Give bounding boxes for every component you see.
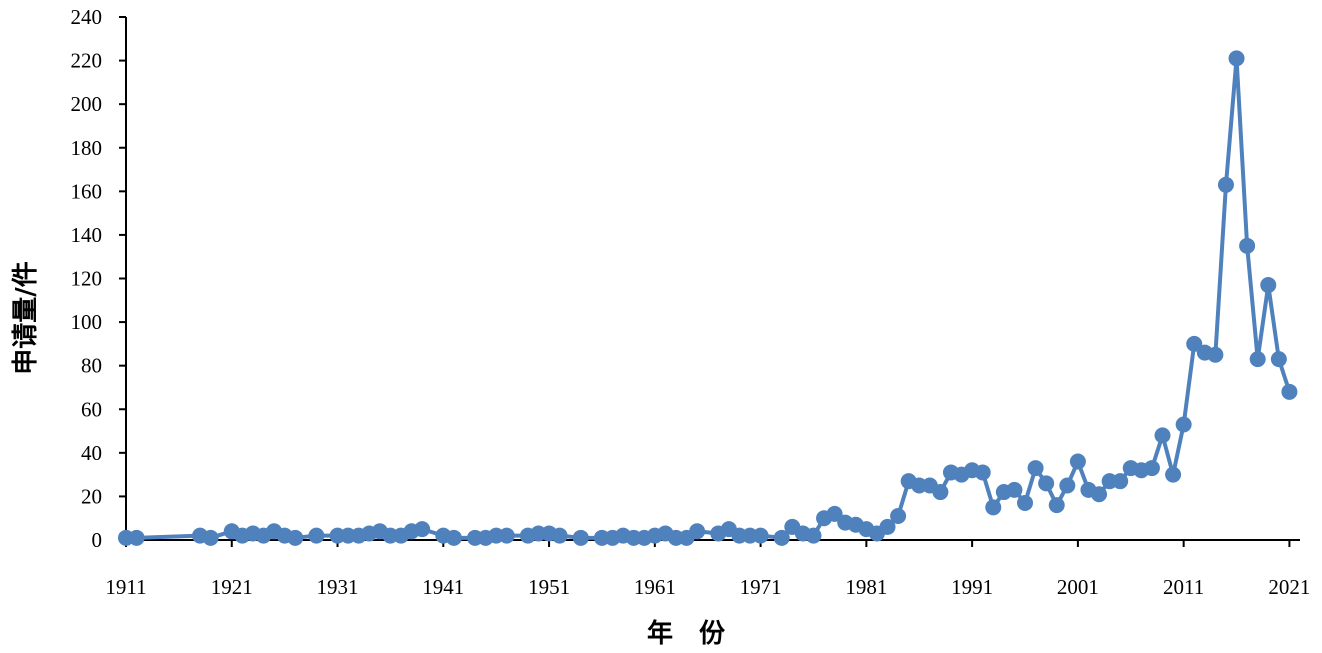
y-tick-label: 20	[81, 484, 102, 508]
data-point	[308, 527, 325, 544]
data-point	[1091, 486, 1108, 503]
data-point	[1260, 277, 1277, 294]
data-point	[826, 505, 843, 522]
data-point	[414, 521, 431, 538]
data-point	[879, 518, 896, 535]
x-tick-label: 2021	[1268, 575, 1310, 599]
data-point	[1281, 383, 1298, 400]
data-point	[1270, 351, 1287, 368]
y-tick-label: 0	[92, 528, 103, 552]
y-tick-label: 200	[71, 92, 103, 116]
data-point	[1069, 453, 1086, 470]
data-point	[752, 527, 769, 544]
data-point	[689, 523, 706, 540]
x-tick-label: 1951	[528, 575, 570, 599]
x-axis-tick-labels: 1911 1921 1931 1941 1951 1961 1971 1981 1991 2001…	[105, 575, 1310, 599]
data-point	[445, 529, 462, 546]
y-axis-title: 申请量/件	[11, 261, 41, 375]
series-line	[126, 56, 1292, 540]
data-point	[128, 529, 145, 546]
data-point	[1217, 176, 1234, 193]
data-point	[1186, 335, 1203, 352]
x-tick-label: 2011	[1163, 575, 1204, 599]
data-point	[1006, 481, 1023, 498]
data-point	[890, 508, 907, 525]
data-point	[1175, 416, 1192, 433]
x-tick-label: 1931	[317, 575, 359, 599]
x-tick-label: 1921	[211, 575, 253, 599]
y-tick-label: 140	[71, 223, 103, 247]
x-tick-label: 1961	[634, 575, 676, 599]
y-tick-label: 160	[71, 179, 103, 203]
data-point	[572, 529, 589, 546]
x-tick-label: 1981	[845, 575, 887, 599]
data-point	[1017, 494, 1034, 511]
data-point	[202, 529, 219, 546]
data-point	[932, 484, 949, 501]
data-point	[1228, 50, 1245, 67]
data-point	[1059, 477, 1076, 494]
data-point	[773, 529, 790, 546]
x-tick-label: 1971	[740, 575, 782, 599]
data-point	[551, 527, 568, 544]
y-tick-label: 100	[71, 310, 103, 334]
data-point	[1154, 427, 1171, 444]
data-point	[985, 499, 1002, 516]
data-point	[1048, 497, 1065, 514]
data-point	[1038, 475, 1055, 492]
y-tick-label: 120	[71, 267, 103, 291]
y-tick-label: 180	[71, 136, 103, 160]
data-point	[1249, 351, 1266, 368]
y-tick-label: 60	[81, 397, 102, 421]
data-point	[1165, 466, 1182, 483]
y-tick-label: 240	[71, 5, 103, 29]
x-tick-label: 2001	[1057, 575, 1099, 599]
data-point	[1143, 460, 1160, 477]
data-point	[498, 527, 515, 544]
x-tick-label: 1991	[951, 575, 993, 599]
y-axis-tick-labels: 0 20 40 60 80 100 120 140 160 180 200 220 240	[71, 5, 103, 552]
y-axis-ticks	[119, 16, 126, 541]
data-point	[1027, 460, 1044, 477]
series-layer	[118, 50, 1298, 546]
data-point	[287, 529, 304, 546]
data-point	[805, 527, 822, 544]
y-tick-label: 80	[81, 354, 102, 378]
y-tick-label: 220	[71, 49, 103, 73]
data-point	[1112, 473, 1129, 490]
x-tick-label: 1911	[105, 575, 146, 599]
x-axis-title: 年 份	[647, 618, 725, 649]
data-point	[1239, 237, 1256, 254]
y-tick-label: 40	[81, 441, 102, 465]
data-point	[1207, 346, 1224, 363]
data-point	[974, 464, 991, 481]
x-tick-label: 1941	[422, 575, 464, 599]
